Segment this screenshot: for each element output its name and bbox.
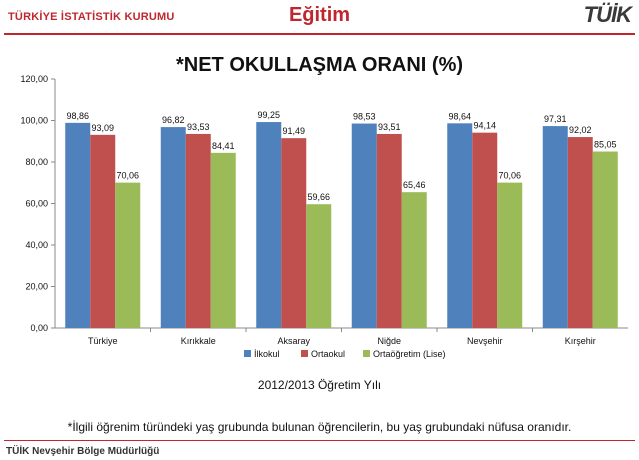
data-label: 84,41 bbox=[212, 141, 235, 151]
data-label: 98,86 bbox=[66, 111, 89, 121]
bar-ortaokul bbox=[281, 138, 307, 328]
data-label: 94,14 bbox=[473, 121, 496, 131]
bar-chart: 0,00 20,00 40,00 60,00 80,00 100,00 120,00 98,8… bbox=[20, 74, 628, 359]
tuik-logo: TÜİK bbox=[583, 2, 632, 27]
category-label: Niğde bbox=[377, 336, 401, 346]
bar-ortaokul bbox=[185, 133, 211, 328]
data-label: 59,66 bbox=[307, 192, 330, 202]
data-label: 96,82 bbox=[162, 115, 185, 125]
bar-ortaokul bbox=[567, 137, 593, 328]
bar-i̇lkokul bbox=[542, 126, 568, 328]
x-axis-label: 2012/2013 Öğretim Yılı bbox=[257, 378, 382, 392]
bar-ortaokul bbox=[90, 134, 116, 328]
y-tick-label: 80,00 bbox=[25, 157, 48, 167]
y-tick-label: 120,00 bbox=[20, 74, 48, 84]
bar-ortaokul bbox=[472, 132, 498, 328]
legend-label: İlkokul bbox=[254, 349, 280, 359]
data-label: 91,49 bbox=[282, 126, 305, 136]
footnote: *İlgili öğrenim türündeki yaş grubunda b… bbox=[67, 420, 572, 434]
category-label: Türkiye bbox=[88, 336, 118, 346]
section-title: Eğitim bbox=[288, 4, 351, 26]
category-label: Nevşehir bbox=[467, 336, 503, 346]
data-label: 92,02 bbox=[569, 125, 592, 135]
bar-ortaöğretim bbox=[497, 182, 523, 328]
bar-ortaöğretim bbox=[592, 151, 618, 328]
data-label: 70,06 bbox=[498, 171, 521, 181]
data-label: 99,25 bbox=[257, 110, 280, 120]
bar-i̇lkokul bbox=[256, 122, 282, 329]
legend-swatch bbox=[244, 350, 251, 357]
legend-label: Ortaokul bbox=[311, 349, 345, 359]
data-label: 98,64 bbox=[448, 111, 471, 121]
data-label: 93,51 bbox=[378, 122, 401, 132]
bar-i̇lkokul bbox=[447, 123, 473, 329]
y-tick-label: 100,00 bbox=[20, 116, 48, 126]
category-label: Kırıkkale bbox=[181, 336, 216, 346]
bar-i̇lkokul bbox=[65, 122, 91, 328]
data-label: 98,53 bbox=[353, 112, 376, 122]
data-label: 93,53 bbox=[187, 122, 210, 132]
bar-ortaöğretim bbox=[210, 152, 236, 328]
header: TÜRKİYE İSTATİSTİK KURUMU Eğitim TÜİK bbox=[0, 0, 639, 34]
legend-label: Ortaöğretim (Lise) bbox=[373, 349, 446, 359]
bar-i̇lkokul bbox=[351, 123, 377, 328]
data-label: 85,05 bbox=[594, 140, 617, 150]
footer-divider bbox=[4, 440, 635, 441]
data-label: 65,46 bbox=[403, 180, 426, 190]
legend-swatch bbox=[301, 350, 308, 357]
bar-i̇lkokul bbox=[160, 127, 186, 328]
footer-text: TÜİK Nevşehir Bölge Müdürlüğü bbox=[6, 446, 160, 457]
y-tick-label: 60,00 bbox=[25, 199, 48, 209]
category-label: Aksaray bbox=[277, 336, 310, 346]
data-label: 93,09 bbox=[91, 123, 114, 133]
legend-swatch bbox=[363, 350, 370, 357]
y-tick-label: 40,00 bbox=[25, 240, 48, 250]
data-label: 70,06 bbox=[116, 171, 139, 181]
organization-name: TÜRKİYE İSTATİSTİK KURUMU bbox=[8, 11, 175, 23]
y-tick-label: 20,00 bbox=[25, 282, 48, 292]
data-label: 97,31 bbox=[544, 114, 567, 124]
bar-ortaokul bbox=[376, 133, 402, 328]
bar-ortaöğretim bbox=[115, 182, 141, 328]
y-tick-label: 0,00 bbox=[30, 323, 48, 333]
chart-title: *NET OKULLAŞMA ORANI (%) bbox=[175, 54, 464, 76]
bar-ortaöğretim bbox=[306, 204, 332, 328]
header-divider bbox=[4, 33, 635, 35]
bar-ortaöğretim bbox=[401, 192, 427, 328]
category-label: Kırşehir bbox=[565, 336, 596, 346]
